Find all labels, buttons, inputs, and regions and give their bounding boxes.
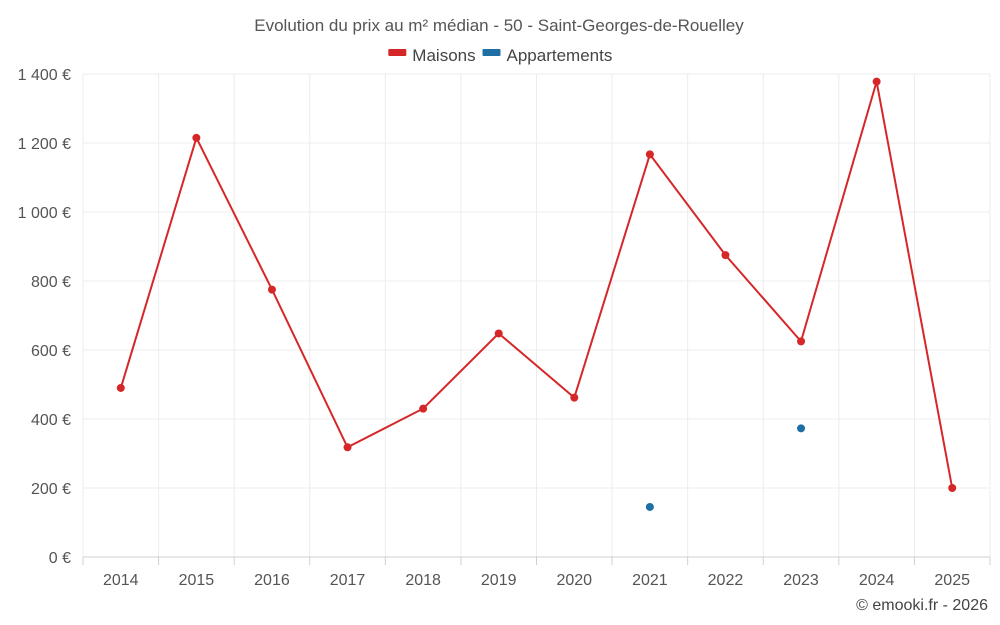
x-tick-label: 2020 bbox=[556, 572, 592, 589]
data-point-maisons[interactable] bbox=[645, 150, 654, 159]
data-point-maisons[interactable] bbox=[267, 285, 276, 294]
y-tick-labels: 0 € 200 € 400 € 600 € 800 € 1 000 € 1 200 € 1 4… bbox=[18, 67, 71, 567]
legend-swatch-maisons bbox=[388, 49, 407, 56]
x-tick-label: 2023 bbox=[783, 572, 819, 589]
data-point-maisons[interactable] bbox=[419, 404, 428, 413]
x-tick-label: 2016 bbox=[254, 572, 290, 589]
y-tick-label: 1 400 € bbox=[18, 67, 71, 84]
data-point-maisons[interactable] bbox=[570, 393, 579, 402]
y-tick-label: 800 € bbox=[31, 274, 71, 291]
x-gridlines bbox=[82, 74, 991, 557]
y-tick-label: 400 € bbox=[31, 412, 71, 429]
data-point-maisons[interactable] bbox=[343, 443, 352, 452]
x-tick-label: 2017 bbox=[330, 572, 366, 589]
data-point-maisons[interactable] bbox=[116, 383, 125, 392]
y-tick-label: 1 200 € bbox=[18, 136, 71, 153]
x-tick-label: 2021 bbox=[632, 572, 668, 589]
axes bbox=[82, 556, 991, 565]
legend-item-appartements[interactable]: Appartements bbox=[482, 46, 613, 65]
data-point-maisons[interactable] bbox=[948, 484, 957, 492]
data-point-appartements[interactable] bbox=[645, 502, 654, 511]
credit-text: © emooki.fr - 2026 bbox=[856, 597, 988, 614]
legend: Maisons Appartements bbox=[388, 46, 612, 65]
legend-label-appartements: Appartements bbox=[507, 46, 613, 65]
y-tick-label: 600 € bbox=[31, 343, 71, 360]
x-tick-label: 2024 bbox=[859, 572, 895, 589]
x-tick-label: 2022 bbox=[708, 572, 744, 589]
legend-label-maisons: Maisons bbox=[412, 46, 475, 65]
legend-item-maisons[interactable]: Maisons bbox=[388, 46, 476, 65]
x-tick-labels: 2014 2015 2016 2017 2018 2019 2020 2021 2022 2023… bbox=[103, 572, 970, 589]
x-tick-label: 2025 bbox=[934, 572, 970, 589]
x-tick-label: 2018 bbox=[405, 572, 441, 589]
data-point-maisons[interactable] bbox=[494, 329, 503, 338]
data-point-maisons[interactable] bbox=[797, 337, 806, 346]
series-line-maisons bbox=[119, 81, 954, 489]
series-layer bbox=[116, 77, 957, 511]
chart-title: Evolution du prix au m² médian - 50 - Sa… bbox=[254, 16, 744, 35]
y-tick-label: 0 € bbox=[49, 550, 71, 567]
y-tick-label: 200 € bbox=[31, 481, 71, 498]
data-point-maisons[interactable] bbox=[872, 77, 881, 86]
y-tick-label: 1 000 € bbox=[18, 205, 71, 222]
data-point-appartements[interactable] bbox=[797, 424, 806, 433]
data-point-maisons[interactable] bbox=[721, 251, 730, 260]
series-appartements bbox=[645, 424, 806, 511]
x-tick-label: 2019 bbox=[481, 572, 517, 589]
legend-swatch-appartements bbox=[482, 49, 501, 56]
data-point-maisons[interactable] bbox=[192, 133, 201, 142]
x-tick-label: 2015 bbox=[179, 572, 215, 589]
series-maisons bbox=[116, 77, 957, 492]
x-tick-label: 2014 bbox=[103, 572, 139, 589]
